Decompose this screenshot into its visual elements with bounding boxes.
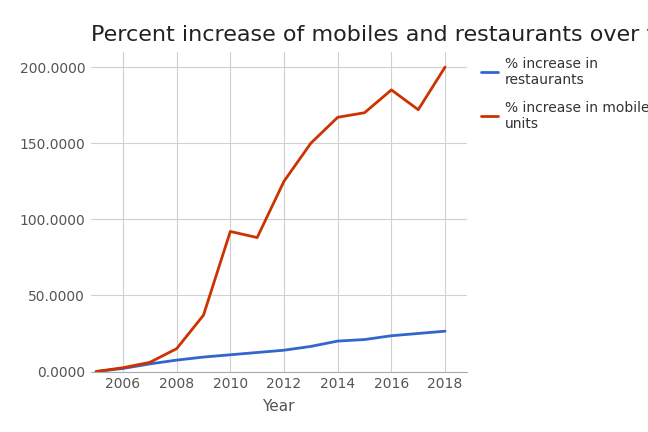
% increase in
restaurants xyxy=(441,329,449,334)
% increase in mobile
units xyxy=(280,179,288,184)
% increase in
restaurants xyxy=(226,352,234,357)
% increase in
restaurants xyxy=(146,361,154,366)
% increase in
restaurants xyxy=(361,337,369,342)
% increase in mobile
units xyxy=(173,346,181,351)
% increase in mobile
units xyxy=(200,313,207,318)
% increase in mobile
units xyxy=(361,110,369,115)
% increase in
restaurants xyxy=(253,350,261,355)
% increase in
restaurants xyxy=(388,333,395,338)
% increase in mobile
units xyxy=(92,369,100,374)
% increase in
restaurants xyxy=(307,344,315,349)
Line: % increase in mobile
units: % increase in mobile units xyxy=(96,67,445,372)
% increase in
restaurants xyxy=(414,331,422,336)
% increase in mobile
units xyxy=(119,365,127,370)
% increase in mobile
units xyxy=(307,140,315,146)
% increase in
restaurants xyxy=(119,366,127,371)
% increase in
restaurants xyxy=(334,339,341,344)
Line: % increase in
restaurants: % increase in restaurants xyxy=(96,331,445,372)
X-axis label: Year: Year xyxy=(262,400,295,414)
% increase in
restaurants xyxy=(200,355,207,360)
Legend: % increase in
restaurants, % increase in mobile
units: % increase in restaurants, % increase in… xyxy=(478,52,648,135)
% increase in mobile
units xyxy=(334,115,341,120)
% increase in mobile
units xyxy=(253,235,261,240)
% increase in mobile
units xyxy=(146,360,154,365)
% increase in mobile
units xyxy=(388,87,395,92)
% increase in mobile
units xyxy=(226,229,234,234)
% increase in
restaurants xyxy=(92,369,100,374)
% increase in mobile
units xyxy=(441,64,449,70)
% increase in
restaurants xyxy=(173,358,181,363)
% increase in mobile
units xyxy=(414,107,422,112)
% increase in
restaurants xyxy=(280,348,288,353)
Text: Percent increase of mobiles and restaurants over time: Percent increase of mobiles and restaura… xyxy=(91,25,648,45)
